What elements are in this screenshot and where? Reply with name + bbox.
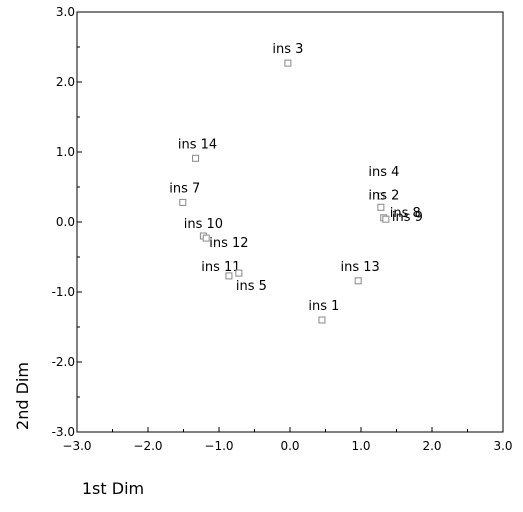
point-label: ins 5 [236,279,267,294]
x-tick-label: −1.0 [204,439,233,453]
point-marker [377,203,385,211]
point-marker [202,234,210,242]
y-tick-label: -1.0 [52,285,75,299]
point-label: ins 13 [341,260,380,275]
point-label: ins 4 [368,165,399,180]
point-marker [377,192,385,200]
y-tick-label: -3.0 [52,425,75,439]
y-tick-label: 0.0 [56,215,75,229]
point-marker [382,215,390,223]
point-label: ins 10 [184,217,223,232]
x-tick-label: 1.0 [351,439,370,453]
point-marker [284,59,292,67]
point-label: ins 7 [169,181,200,196]
y-axis-title: 2nd Dim [13,362,32,430]
x-tick-label: −2.0 [133,439,162,453]
point-label: ins 2 [368,188,399,203]
x-tick-label: −3.0 [62,439,91,453]
point-label: ins 12 [209,236,248,251]
y-tick-label: 2.0 [56,75,75,89]
plot-frame [76,11,504,433]
point-label: ins 1 [308,299,339,314]
point-marker [318,316,326,324]
x-tick-label: 0.0 [280,439,299,453]
x-tick-label: 3.0 [493,439,512,453]
x-axis-title: 1st Dim [82,479,144,498]
y-tick-label: 3.0 [56,5,75,19]
y-tick-label: -2.0 [52,355,75,369]
y-axis: -3.0 -2.0 -1.0 0.0 1.0 2.0 3.0 [52,5,82,439]
point-marker [225,272,233,280]
point-marker [179,198,187,206]
data-points: ins 3 ins 14 ins 7 ins 10 ins 12 ins 11 ins 5 i… [169,42,423,324]
y-tick-label: 1.0 [56,145,75,159]
point-label: ins 9 [392,210,423,225]
x-axis: −3.0 −2.0 −1.0 0.0 1.0 2.0 3.0 [62,427,513,453]
point-marker [192,154,200,162]
point-label: ins 8 [390,206,421,221]
point-marker [354,277,362,285]
point-label: ins 14 [178,137,217,152]
point-marker [235,269,243,277]
point-label: ins 11 [201,260,240,275]
point-label: ins 3 [272,42,303,57]
x-tick-label: 2.0 [422,439,441,453]
